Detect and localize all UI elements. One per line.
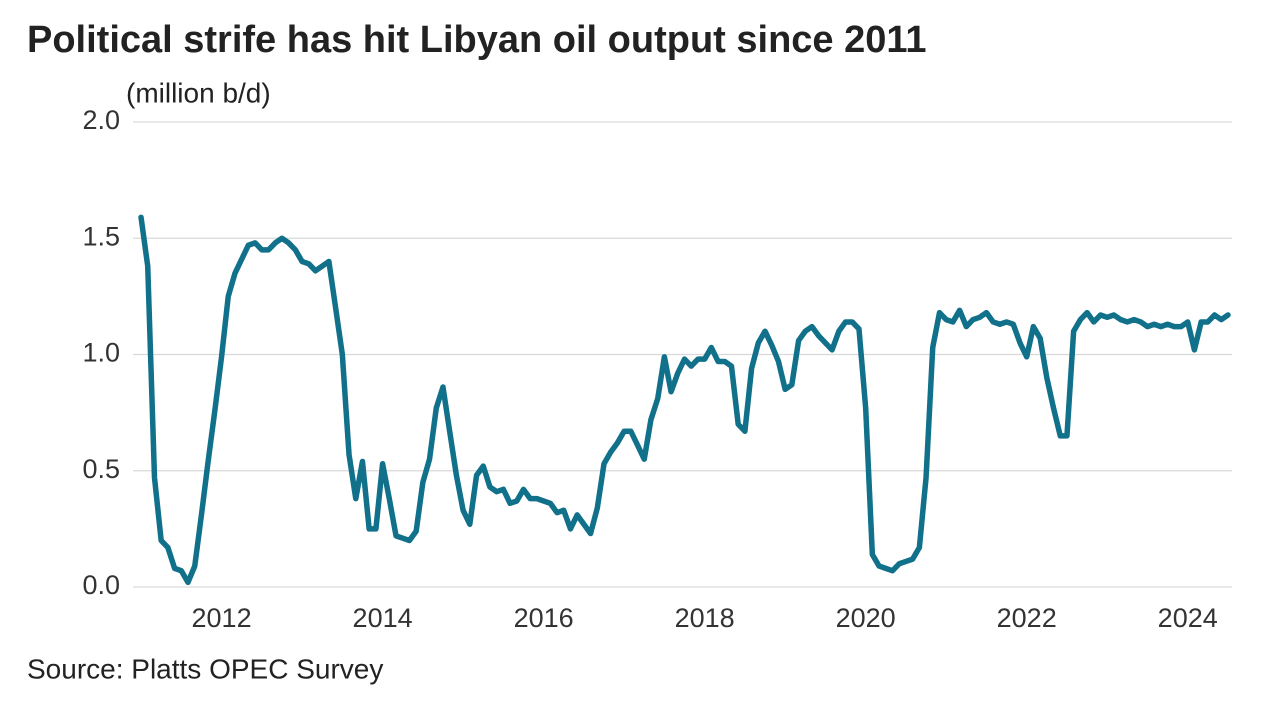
- chart-title: Political strife has hit Libyan oil outp…: [27, 19, 927, 61]
- x-tick-label: 2018: [675, 603, 735, 633]
- y-tick-label: 0.5: [82, 454, 120, 484]
- x-tick-label: 2016: [514, 603, 574, 633]
- source: Source: Platts OPEC Survey: [27, 653, 383, 684]
- y-tick-label: 2.0: [82, 105, 120, 135]
- x-tick-label: 2024: [1158, 603, 1218, 633]
- x-tick-label: 2012: [192, 603, 252, 633]
- y-tick-label: 1.0: [82, 338, 120, 368]
- x-tick-label: 2014: [353, 603, 413, 633]
- x-tick-label: 2020: [836, 603, 896, 633]
- x-tick-label: 2022: [997, 603, 1057, 633]
- y-axis-label: (million b/d): [126, 77, 271, 108]
- y-tick-label: 1.5: [82, 221, 120, 251]
- y-tick-label: 0.0: [82, 570, 120, 600]
- data-line: [138, 214, 1231, 586]
